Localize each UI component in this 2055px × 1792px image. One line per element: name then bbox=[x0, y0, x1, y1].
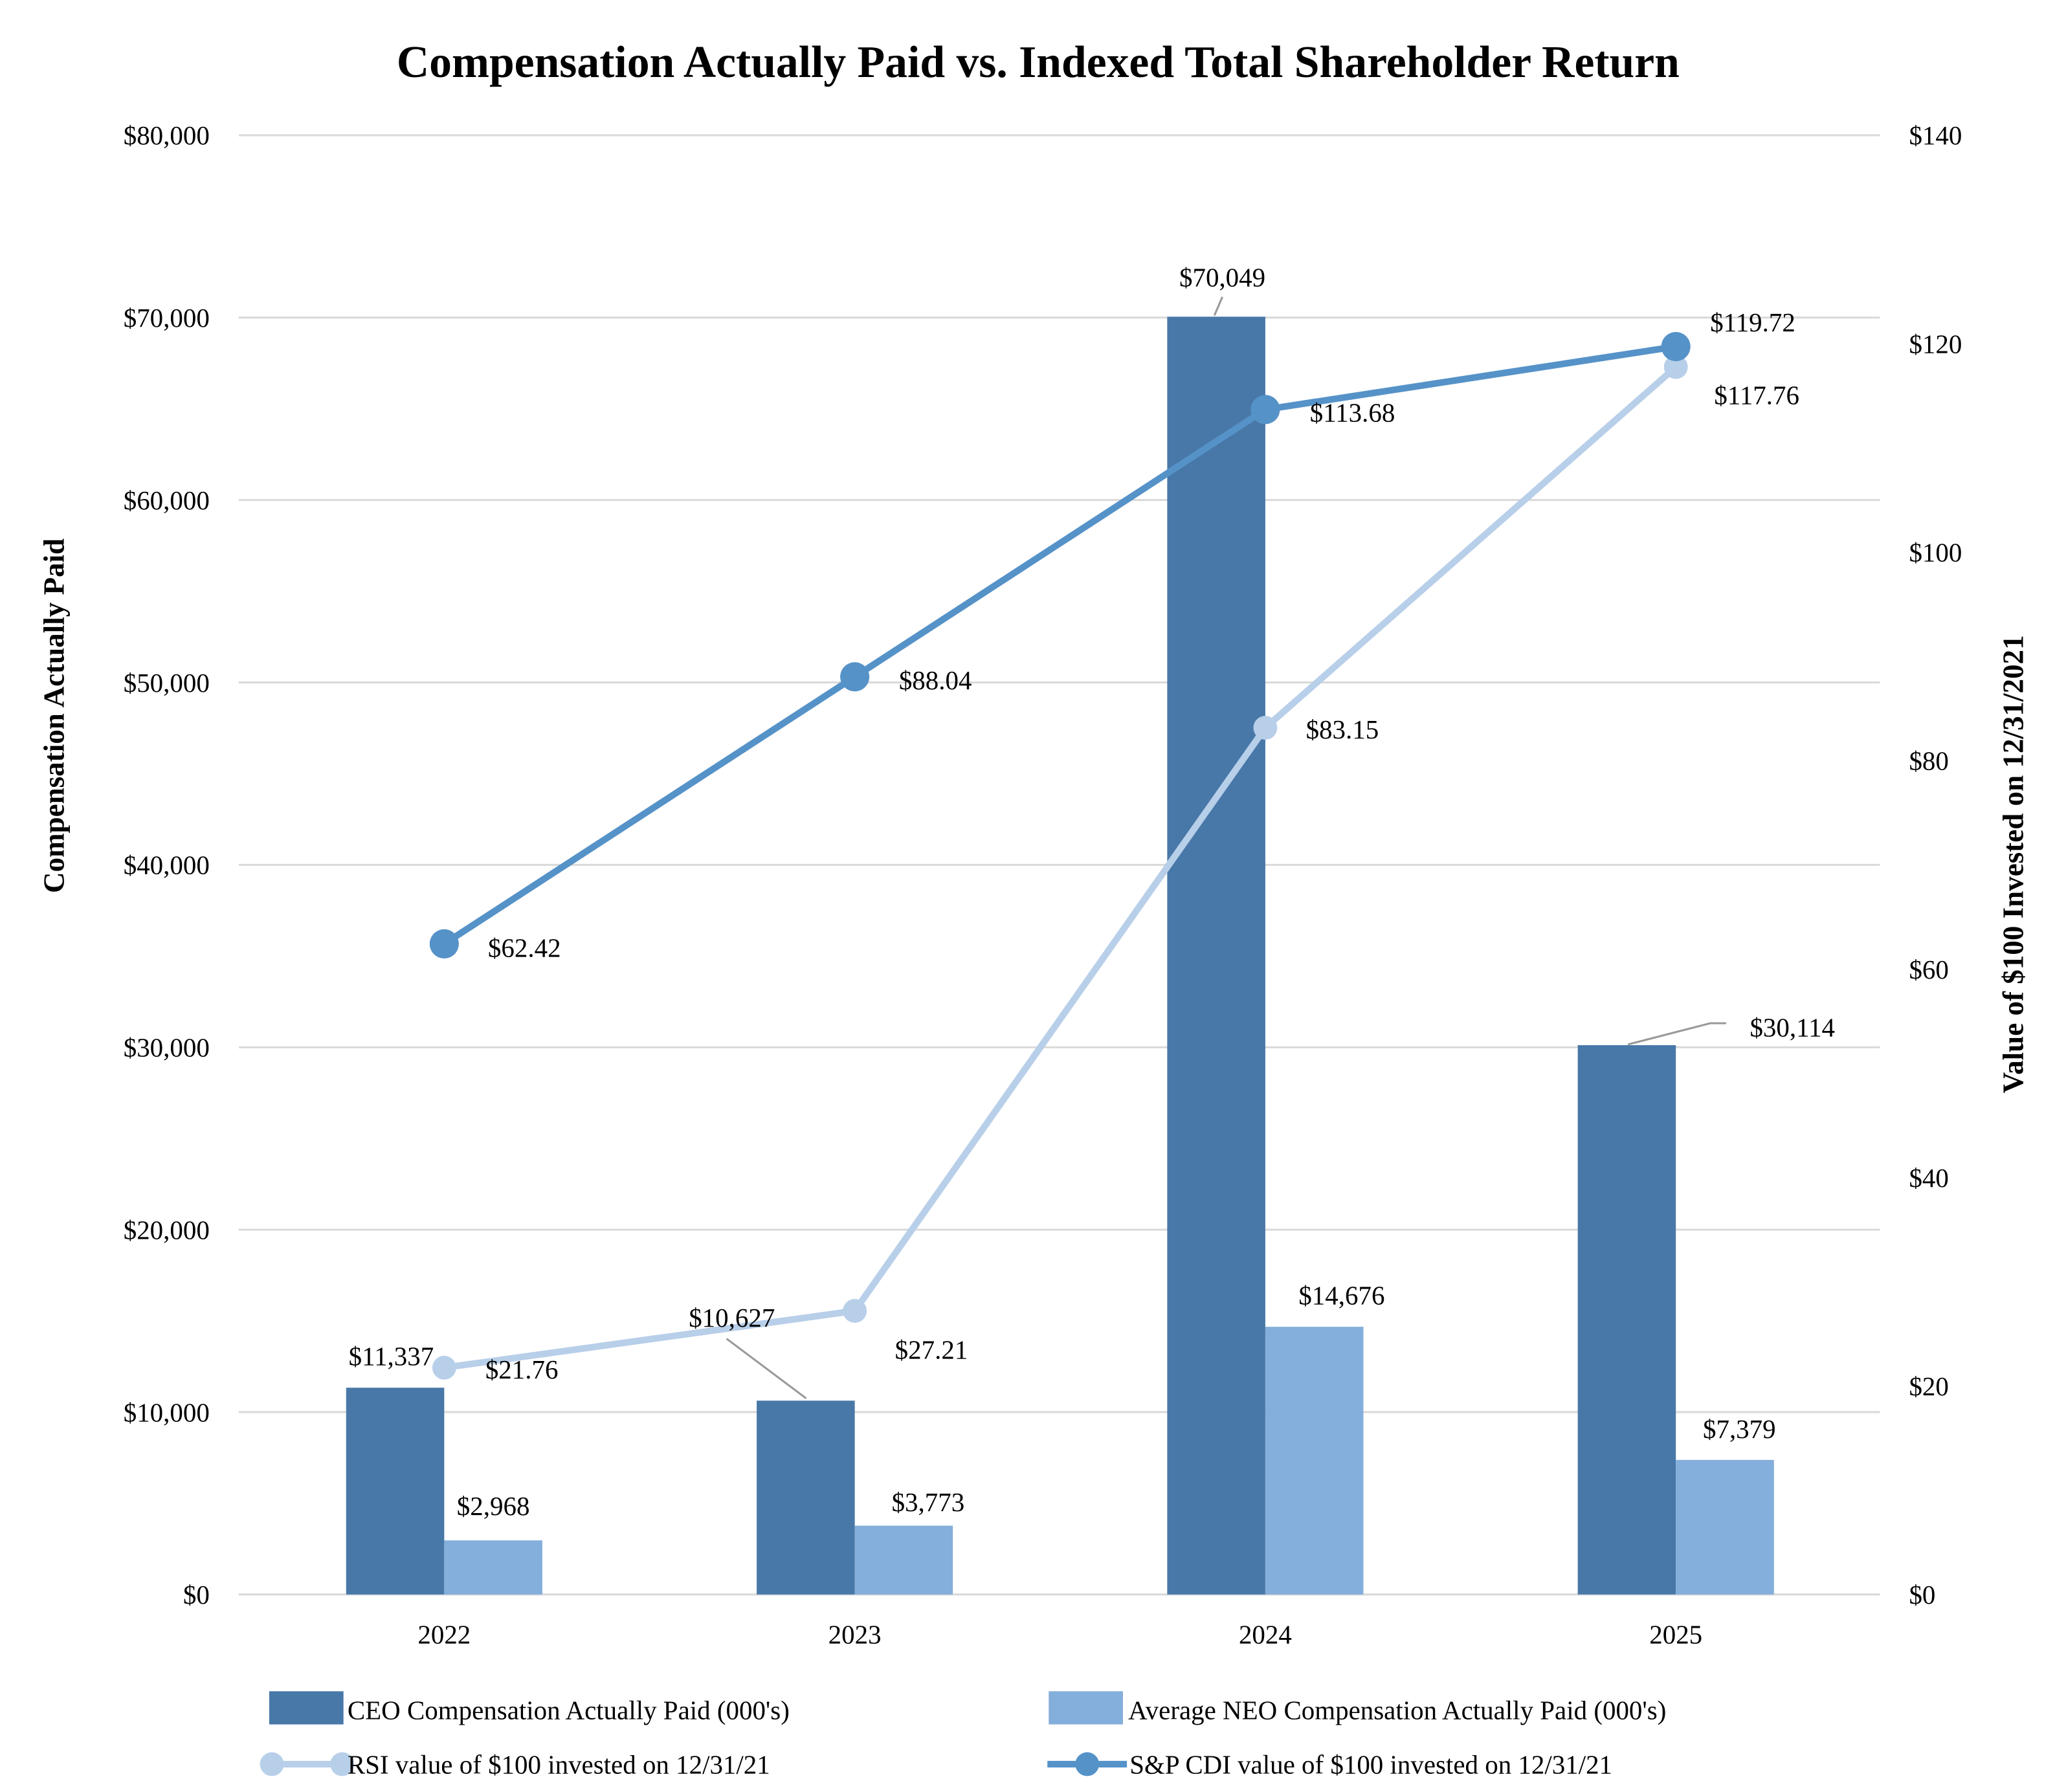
rsi-point-label: $117.76 bbox=[1714, 381, 1799, 410]
y-tick-label: $20,000 bbox=[124, 1215, 210, 1244]
neo-bar-label: $3,773 bbox=[892, 1487, 965, 1517]
y2-tick-label: $140 bbox=[1909, 120, 1962, 150]
ceo-bar-label: $70,049 bbox=[1179, 262, 1265, 292]
rsi-point bbox=[1663, 355, 1688, 379]
sp-cdi-point bbox=[429, 929, 459, 958]
y2-axis-label: Value of $100 Invested on 12/31/2021 bbox=[1997, 635, 2030, 1093]
y-tick-label: $60,000 bbox=[124, 485, 210, 515]
sp-cdi-point bbox=[840, 662, 870, 692]
ceo-bar bbox=[757, 1400, 855, 1595]
sp-cdi-point-label: $88.04 bbox=[899, 665, 972, 695]
ceo-bar bbox=[1577, 1045, 1676, 1595]
rsi-point-label: $83.15 bbox=[1306, 714, 1379, 744]
x-tick-label: 2024 bbox=[1239, 1620, 1292, 1650]
leader-line bbox=[726, 1338, 807, 1399]
rsi-point bbox=[432, 1355, 456, 1380]
y2-tick-label: $40 bbox=[1909, 1163, 1948, 1193]
neo-bar bbox=[444, 1540, 542, 1595]
leader-line bbox=[1213, 296, 1223, 316]
y2-tick-label: $20 bbox=[1909, 1371, 1948, 1401]
chart-title: Compensation Actually Paid vs. Indexed T… bbox=[397, 38, 1680, 87]
rsi-point bbox=[1253, 716, 1278, 740]
ceo-bar-label: $10,627 bbox=[689, 1303, 775, 1333]
neo-bar bbox=[1676, 1459, 1774, 1595]
rsi-point-label: $27.21 bbox=[895, 1334, 968, 1364]
rsi-point bbox=[843, 1299, 867, 1323]
y2-tick-label: $120 bbox=[1909, 329, 1962, 359]
y-tick-label: $80,000 bbox=[124, 120, 210, 150]
legend-label-ceo: CEO Compensation Actually Paid (000's) bbox=[348, 1695, 790, 1725]
neo-bar-label: $14,676 bbox=[1298, 1280, 1384, 1310]
y2-tick-label: $80 bbox=[1909, 746, 1948, 776]
ceo-bar-label: $11,337 bbox=[349, 1342, 434, 1371]
x-tick-label: 2022 bbox=[417, 1620, 471, 1650]
y-axis-label: Compensation Actually Paid bbox=[38, 538, 71, 893]
y2-tick-label: $0 bbox=[1909, 1580, 1935, 1609]
legend-marker-rsi bbox=[330, 1752, 355, 1776]
sp-cdi-point-label: $113.68 bbox=[1310, 397, 1395, 427]
legend-label-rsi: RSI value of $100 invested on 12/31/21 bbox=[348, 1749, 770, 1779]
x-tick-label: 2025 bbox=[1649, 1620, 1702, 1650]
sp-cdi-point bbox=[1661, 332, 1691, 362]
y-tick-label: $70,000 bbox=[124, 303, 210, 333]
neo-bar bbox=[854, 1525, 953, 1595]
x-tick-label: 2023 bbox=[828, 1620, 882, 1650]
sp-cdi-point-label: $62.42 bbox=[488, 933, 561, 963]
legend-label-sp-cdi: S&P CDI value of $100 invested on 12/31/… bbox=[1129, 1749, 1612, 1779]
ceo-bar bbox=[346, 1388, 445, 1595]
y-tick-label: $50,000 bbox=[124, 668, 210, 698]
ceo-bar bbox=[1167, 316, 1265, 1595]
neo-bar bbox=[1265, 1327, 1364, 1595]
legend-swatch-neo bbox=[1049, 1691, 1123, 1725]
rsi-point-label: $21.76 bbox=[485, 1355, 559, 1384]
ceo-bar-label: $30,114 bbox=[1750, 1013, 1835, 1043]
sp-cdi-point bbox=[1250, 395, 1280, 425]
legend-marker-rsi bbox=[260, 1752, 284, 1776]
legend-marker-sp-cdi bbox=[1075, 1752, 1100, 1776]
leader-line bbox=[1627, 1022, 1726, 1046]
sp-cdi-line bbox=[442, 343, 1676, 947]
y2-tick-label: $60 bbox=[1909, 955, 1948, 984]
y2-tick-label: $100 bbox=[1909, 538, 1962, 568]
legend-label-neo: Average NEO Compensation Actually Paid (… bbox=[1128, 1695, 1666, 1725]
y-tick-label: $0 bbox=[183, 1580, 210, 1609]
y-tick-label: $30,000 bbox=[124, 1033, 210, 1063]
rsi-line bbox=[443, 364, 1678, 1371]
y-tick-label: $10,000 bbox=[124, 1397, 210, 1427]
sp-cdi-point-label: $119.72 bbox=[1710, 307, 1795, 337]
y-tick-label: $40,000 bbox=[124, 850, 210, 880]
neo-bar-label: $2,968 bbox=[457, 1491, 530, 1521]
legend-swatch-ceo bbox=[269, 1691, 344, 1725]
neo-bar-label: $7,379 bbox=[1703, 1414, 1776, 1444]
